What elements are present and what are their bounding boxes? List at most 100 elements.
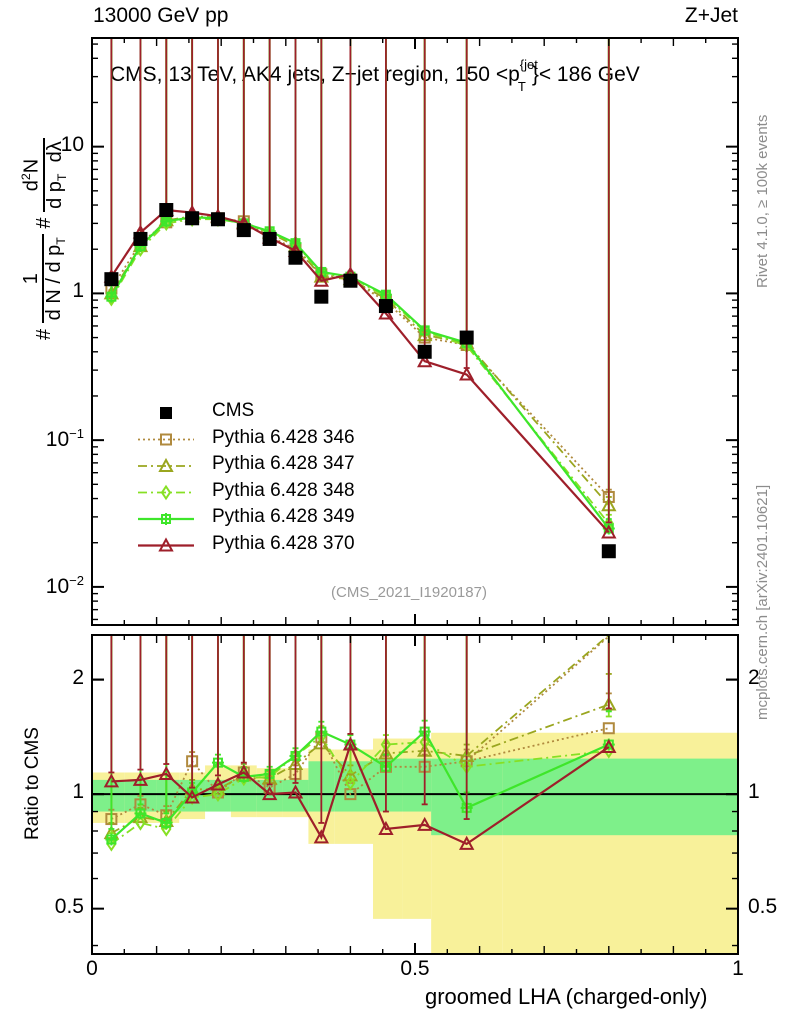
marker-s370 [342,736,359,751]
plot-title-a: CMS, 13 TeV, AK4 jets, Z+jet region, 150… [110,63,520,86]
marker-s348 [345,775,356,791]
marker-s370 [103,773,120,788]
ratio-ytick-label-right: 2 [748,665,760,689]
header-right-label: Z+Jet [684,4,738,27]
legend-marker-s348 [160,484,172,501]
main-yaxis-label: # 1 d N / d pT # d2N d pT dλ [16,40,76,340]
marker-cms [459,330,474,345]
marker-s370 [261,786,278,801]
marker-s370 [601,738,617,754]
plot-title-sup: {jet [519,57,538,72]
ratio-series-s370 [103,635,617,850]
series-s347 [103,38,617,512]
marker-cms [185,211,200,226]
marker-s370 [236,764,252,779]
main-ytick-label: 10−1 [45,426,84,452]
marker-s347 [342,767,359,782]
plot-title: CMS, 13 TeV, AK4 jets, Z+jet region, 150… [110,57,640,94]
legend-label-cms[interactable]: CMS [212,400,255,421]
main-ytick-label: 10−2 [45,572,84,598]
series-line-s349 [110,729,610,841]
legend-label-s349[interactable]: Pythia 6.428 349 [212,506,355,527]
main-panel-frame [91,37,739,626]
marker-s370 [158,765,174,780]
ratio-offscale-s346 [466,635,610,762]
ratio-ytick-label: 2 [72,665,84,689]
marker-s370 [210,776,226,791]
ratio-offscale-s347 [466,635,610,757]
ratio-ytick-label: 0.5 [54,894,84,918]
marker-cms [262,231,277,246]
ratio-ytick-label-right: 1 [748,780,760,804]
plot-title-sub: T [517,79,526,95]
marker-cms [601,544,616,559]
marker-s348 [135,241,146,258]
header-left-label: 13000 GeV pp [93,4,229,27]
ratio-series-s346 [105,635,615,826]
marker-cms [210,212,225,227]
marker-cms [236,223,251,238]
legend-marker-cms [160,407,172,419]
band-inner-segment [502,758,738,836]
series-s346 [105,38,615,503]
marker-cms [159,203,174,218]
ratio-ytick-label: 1 [72,780,84,804]
xtick-label: 0.5 [400,957,430,980]
marker-cms [378,299,393,314]
legend-label-s347[interactable]: Pythia 6.428 347 [212,453,355,474]
marker-s370 [417,816,433,831]
marker-s370 [313,272,330,287]
marker-cms [104,272,119,287]
marker-s370 [184,789,200,804]
marker-s370 [458,366,475,381]
legend-label-s370[interactable]: Pythia 6.428 370 [212,532,355,554]
ratio-ytick-label-right: 0.5 [748,894,778,918]
legend-label-s348[interactable]: Pythia 6.428 348 [212,479,355,501]
series-line-s347 [110,215,610,506]
marker-s348 [212,786,224,802]
band-inner-segment [92,779,125,812]
marker-s370 [313,829,330,844]
legend-label-s346[interactable]: Pythia 6.428 346 [212,426,355,448]
marker-s370 [458,835,475,850]
xtick-label: 0 [86,957,98,980]
xaxis-label: groomed LHA (charged-only) [425,984,708,1009]
marker-s370 [417,353,433,368]
marker-s348 [106,836,117,852]
marker-s346 [602,722,615,735]
plot-title-b: }< 186 GeV [531,63,640,86]
legend-marker-s347 [158,457,174,472]
series-cms [104,203,616,559]
marker-cms [314,289,329,304]
series-line-s349 [110,216,610,530]
series-s370 [103,38,617,539]
band-inner-segment [334,761,374,812]
series-s348 [106,38,615,532]
ratio-series-s348 [106,635,615,852]
ratio-series-s347 [103,635,617,840]
main-panel-series [103,38,617,559]
marker-cms [417,344,432,359]
marker-cms [343,273,358,288]
main-ytick-label: 1 [72,279,84,303]
legend-marker-s346 [160,433,172,446]
series-line-s346 [110,727,610,820]
marker-s370 [287,784,304,799]
ratio-panel-series [92,635,738,852]
series-line-s370 [110,208,610,534]
marker-s370 [378,820,394,835]
main-ytick-label: 10 [60,132,84,156]
legend-marker-s370 [158,537,174,552]
marker-s370 [132,771,149,786]
marker-cms [288,250,303,265]
marker-cms [133,231,148,246]
marker-s370 [601,524,617,539]
band-inner-segment [156,779,180,812]
series-line-s346 [110,216,610,498]
ratio-series-s349 [105,635,615,846]
analysis-watermark: (CMS_2021_I1920187) [331,584,487,601]
legend [138,407,194,552]
marker-s348 [135,815,146,831]
